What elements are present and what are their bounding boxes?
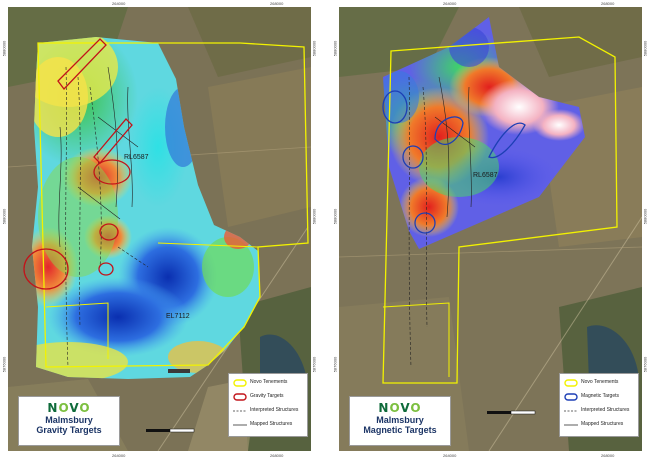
legend-item-tenements: Novo Tenements [564,378,638,388]
magnetic-legend: Novo Tenements Magnetic Targets Interpre… [559,373,639,437]
legend-label: Interpreted Structures [250,407,299,413]
tenement-inner-line [382,302,450,377]
legend-label: Magnetic Targets [581,393,619,399]
magnetic-targets [382,90,526,234]
label-el7112: EL7112 [166,313,190,320]
coord-left-mid: 5880000 [1,208,7,225]
novo-logo: NOVO [350,402,450,415]
label-rl6587: RL6587 [473,172,498,179]
coord-left-top: 5880000 [1,40,7,57]
solid-line-icon [564,424,578,426]
scale-bar [146,429,170,432]
coord-top-right: 268000 [601,1,615,6]
title-line-2: Magnetic Targets [363,425,437,435]
coord-right-mid: 5880000 [642,208,648,225]
coord-right-top: 5880000 [642,40,648,57]
coord-top-left: 264000 [112,1,126,6]
legend-item-interpreted: Interpreted Structures [564,406,638,416]
gravity-map-panel: 264000 268000 264000 268000 5880000 5880… [0,0,319,459]
legend-item-targets: Magnetic Targets [564,392,638,402]
coord-bottom-right: 268000 [601,453,615,458]
target-swatch-icon [564,393,578,401]
dashed-line-icon [233,410,247,412]
magnetic-map-panel: 264000 268000 264000 268000 5880000 5880… [331,0,650,459]
scale-bar [487,411,511,414]
logo-text: NOVO [47,401,91,415]
coord-bottom-right: 268000 [270,453,284,458]
gravity-targets [23,38,133,290]
legend-item-interpreted: Interpreted Structures [233,406,307,416]
tenement-swatch-icon [564,379,578,387]
coord-left-top: 5880000 [332,40,338,57]
legend-label: Gravity Targets [250,393,284,399]
gravity-legend: Novo Tenements Gravity Targets Interpret… [228,373,308,437]
coord-top-left: 264000 [443,1,457,6]
label-rl6587: RL6587 [124,154,149,161]
title-line-2: Gravity Targets [36,425,102,435]
coord-bottom-left: 264000 [443,453,457,458]
tenement-boundary [382,36,618,384]
magnetic-title-box: NOVO Malmsbury Magnetic Targets [349,396,451,446]
coord-right-bottom: 5876000 [311,356,317,373]
legend-item-tenements: Novo Tenements [233,378,307,388]
coord-left-bottom: 5876000 [1,356,7,373]
legend-label: Interpreted Structures [581,407,630,413]
tenement-boundary [37,42,309,368]
coord-right-bottom: 5876000 [642,356,648,373]
legend-item-targets: Gravity Targets [233,392,307,402]
novo-logo: NOVO [19,402,119,415]
logo-text: NOVO [378,401,422,415]
legend-label: Novo Tenements [250,379,288,385]
legend-label: Mapped Structures [581,421,624,427]
solid-line-icon [233,424,247,426]
target-swatch-icon [233,393,247,401]
title-line-1: Malmsbury [376,415,424,425]
legend-item-mapped: Mapped Structures [564,420,638,430]
legend-item-mapped: Mapped Structures [233,420,307,430]
coord-left-mid: 5880000 [332,208,338,225]
legend-label: Mapped Structures [250,421,293,427]
title-line-1: Malmsbury [45,415,93,425]
coord-right-mid: 5880000 [311,208,317,225]
tenement-inner-line [45,302,109,359]
coord-bottom-left: 264000 [112,453,126,458]
gravity-title-box: NOVO Malmsbury Gravity Targets [18,396,120,446]
structures-lines [58,66,149,368]
coord-left-bottom: 5876000 [332,356,338,373]
coord-top-right: 268000 [270,1,284,6]
dashed-line-icon [564,410,578,412]
legend-label: Novo Tenements [581,379,619,385]
tenement-swatch-icon [233,379,247,387]
coord-right-top: 5880000 [311,40,317,57]
